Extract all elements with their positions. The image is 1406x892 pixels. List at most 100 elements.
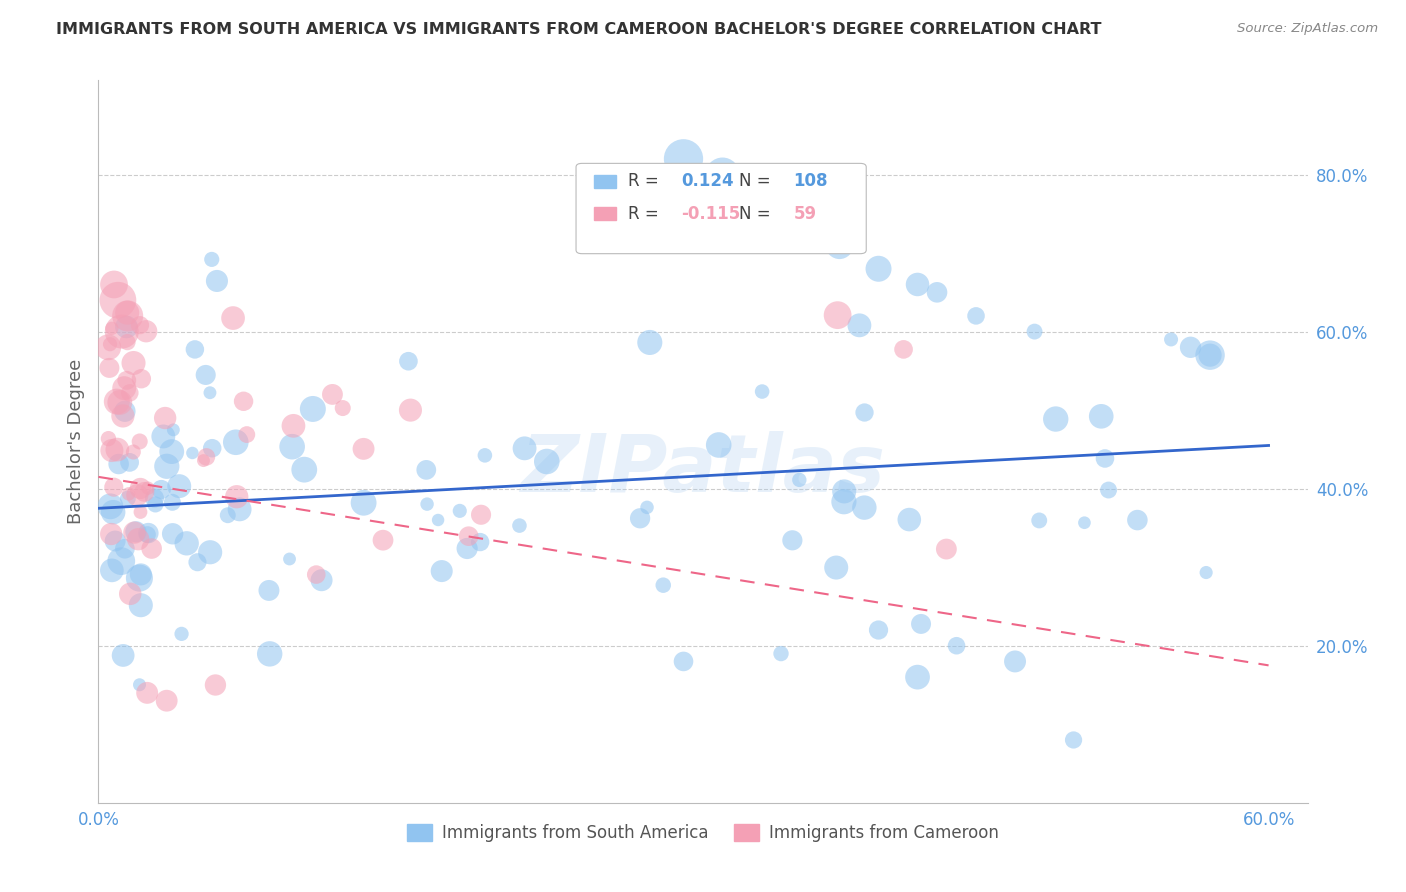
Bar — [595, 175, 616, 188]
Point — [150, 483, 173, 497]
Point — [101, 443, 124, 458]
Point — [111, 409, 134, 423]
Point — [225, 435, 247, 450]
Legend: Immigrants from South America, Immigrants from Cameroon: Immigrants from South America, Immigrant… — [401, 817, 1005, 848]
Point — [120, 587, 142, 601]
Point — [101, 321, 124, 335]
Point — [138, 526, 160, 541]
Point — [152, 429, 174, 443]
Point — [449, 504, 471, 518]
Point — [259, 647, 281, 661]
Text: R =: R = — [628, 172, 664, 190]
Point — [117, 487, 139, 501]
Point — [1073, 516, 1095, 530]
Point — [910, 616, 932, 631]
Point — [332, 401, 354, 415]
Point — [117, 309, 139, 323]
Point — [129, 482, 152, 496]
Point — [97, 340, 120, 354]
Point — [217, 508, 239, 523]
Point — [769, 647, 792, 661]
Text: N =: N = — [740, 172, 776, 190]
Point — [128, 678, 150, 692]
Bar — [595, 208, 616, 220]
Point — [232, 394, 254, 409]
Point — [184, 343, 207, 357]
Point — [162, 495, 184, 509]
Point — [396, 354, 419, 368]
Point — [104, 534, 127, 549]
Point — [1199, 348, 1222, 362]
Point — [129, 318, 152, 333]
Point — [321, 387, 343, 401]
Point — [128, 571, 150, 585]
Point — [1195, 566, 1218, 580]
Point — [167, 479, 190, 493]
Point — [236, 427, 259, 442]
Point — [353, 442, 375, 456]
Point — [205, 274, 228, 288]
Point — [457, 529, 479, 543]
Point — [638, 335, 661, 350]
Point — [789, 473, 811, 487]
Text: ZIPatlas: ZIPatlas — [520, 432, 886, 509]
Point — [186, 555, 208, 569]
Point — [107, 293, 129, 308]
Point — [122, 356, 145, 370]
Point — [201, 252, 224, 267]
Point — [1126, 513, 1149, 527]
Point — [156, 459, 179, 474]
Point — [751, 384, 773, 399]
Point — [278, 552, 301, 566]
Point — [201, 441, 224, 455]
Point — [965, 309, 987, 323]
Point — [108, 395, 131, 409]
Point — [474, 448, 496, 462]
Point — [125, 524, 148, 539]
Point — [825, 560, 848, 574]
Point — [415, 463, 437, 477]
Point — [283, 418, 305, 433]
Point — [198, 545, 221, 559]
Point — [129, 505, 152, 519]
Point — [832, 484, 855, 499]
Text: N =: N = — [740, 205, 776, 223]
Point — [1024, 325, 1046, 339]
Point — [925, 285, 948, 300]
Point — [135, 324, 157, 338]
Point — [302, 401, 325, 416]
Point — [111, 325, 134, 339]
Point — [131, 372, 153, 386]
Point — [103, 277, 125, 292]
Point — [117, 491, 139, 506]
Point — [129, 598, 152, 612]
Point — [122, 445, 145, 459]
Point — [536, 454, 558, 468]
Point — [935, 542, 957, 557]
Point — [672, 152, 695, 166]
Point — [143, 491, 166, 505]
Point — [198, 385, 221, 400]
Point — [118, 455, 141, 469]
Point — [513, 442, 536, 456]
Point — [128, 434, 150, 449]
Point — [124, 525, 146, 540]
Point — [868, 261, 890, 276]
Point — [100, 527, 122, 541]
Point — [156, 694, 179, 708]
Point — [652, 578, 675, 592]
Point — [98, 337, 121, 351]
Point — [1097, 483, 1119, 497]
Point — [105, 394, 128, 409]
Point — [508, 518, 530, 533]
Point — [945, 639, 967, 653]
Point — [371, 533, 394, 548]
Text: R =: R = — [628, 205, 664, 223]
Point — [769, 222, 792, 236]
Point — [181, 446, 204, 460]
Point — [292, 463, 315, 477]
Point — [628, 511, 651, 525]
Point — [118, 385, 141, 400]
Text: IMMIGRANTS FROM SOUTH AMERICA VS IMMIGRANTS FROM CAMEROON BACHELOR'S DEGREE CORR: IMMIGRANTS FROM SOUTH AMERICA VS IMMIGRA… — [56, 22, 1102, 37]
Point — [832, 494, 855, 508]
